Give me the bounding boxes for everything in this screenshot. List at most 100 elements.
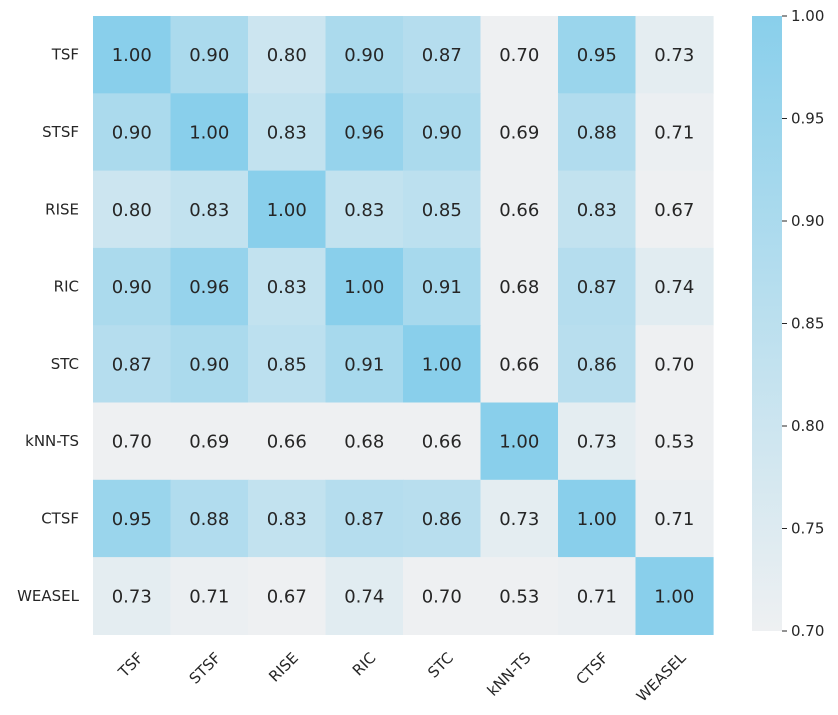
- colorbar-tick-label: 0.75: [791, 520, 824, 538]
- heatmap-cell: [325, 170, 404, 249]
- heatmap-cell: [480, 325, 559, 404]
- cell-value-label: 0.68: [344, 432, 384, 453]
- column-label: kNN-TS: [484, 649, 535, 700]
- heatmap-cell: [635, 247, 714, 326]
- colorbar-ticks: 0.70 0.75 0.80 0.85 0.90 0.95 1.00: [782, 7, 824, 640]
- heatmap-cell: [248, 402, 327, 481]
- cell-value-label: 1.00: [499, 432, 539, 453]
- cell-value-label: 0.69: [189, 432, 229, 453]
- heatmap-cell: [93, 170, 172, 249]
- heatmap-cell: [635, 402, 714, 481]
- heatmap-cell: [558, 402, 637, 481]
- cell-value-label: 0.85: [267, 354, 307, 375]
- heatmap-cell: [480, 479, 559, 558]
- cell-value-label: 0.70: [499, 45, 539, 66]
- heatmap-grid: 1.00 0.90 0.80 0.90 0.87 0.70 0.95 0.73 0.90 1.00…: [93, 16, 714, 635]
- cell-value-label: 0.73: [577, 432, 617, 453]
- heatmap-cell: [635, 170, 714, 249]
- cell-value-label: 1.00: [422, 354, 462, 375]
- cell-value-label: 0.80: [267, 45, 307, 66]
- cell-value-label: 0.66: [499, 200, 539, 221]
- heatmap-cell: [403, 402, 482, 481]
- column-label: TSF: [114, 649, 147, 682]
- row-label: kNN-TS: [25, 432, 79, 450]
- cell-value-label: 0.53: [499, 586, 539, 607]
- row-label: CTSF: [41, 509, 79, 527]
- column-label: RIC: [349, 649, 380, 680]
- heatmap-cell: [635, 16, 714, 94]
- column-label: CTSF: [572, 649, 611, 688]
- cell-value-label: 0.83: [189, 200, 229, 221]
- column-label: STC: [424, 649, 457, 682]
- cell-value-label: 0.87: [112, 354, 152, 375]
- heatmap-cell: [170, 16, 249, 94]
- colorbar-tick-label: 1.00: [791, 7, 824, 25]
- colorbar-gradient: [752, 16, 782, 631]
- heatmap-cell: [558, 479, 637, 558]
- row-label: RIC: [54, 278, 79, 296]
- cell-value-label: 0.87: [344, 509, 384, 530]
- cell-value-label: 1.00: [112, 45, 152, 66]
- cell-value-label: 0.88: [189, 509, 229, 530]
- cell-value-label: 1.00: [267, 200, 307, 221]
- cell-value-label: 0.91: [344, 354, 384, 375]
- cell-value-label: 0.74: [654, 277, 694, 298]
- heatmap-cell: [403, 557, 482, 635]
- heatmap-cell: [325, 479, 404, 558]
- heatmap-cell: [248, 247, 327, 326]
- heatmap-cell: [93, 93, 172, 172]
- cell-value-label: 0.86: [577, 354, 617, 375]
- cell-value-label: 0.71: [577, 586, 617, 607]
- heatmap-cell: [403, 170, 482, 249]
- heatmap-cell: [93, 325, 172, 404]
- heatmap-cell: [403, 16, 482, 94]
- cell-value-label: 0.96: [344, 122, 384, 143]
- row-label: WEASEL: [17, 587, 80, 605]
- cell-value-label: 0.53: [654, 432, 694, 453]
- heatmap-cell: [325, 325, 404, 404]
- cell-value-label: 0.87: [422, 45, 462, 66]
- cell-value-label: 0.83: [577, 200, 617, 221]
- heatmap-cell: [170, 170, 249, 249]
- heatmap-cell: [170, 402, 249, 481]
- cell-value-label: 0.69: [499, 122, 539, 143]
- cell-value-label: 0.96: [189, 277, 229, 298]
- cell-value-label: 0.70: [654, 354, 694, 375]
- cell-value-label: 1.00: [189, 122, 229, 143]
- heatmap-cell: [325, 402, 404, 481]
- colorbar-tick-label: 0.90: [791, 212, 824, 230]
- heatmap-cell: [325, 557, 404, 635]
- heatmap-cell: [170, 247, 249, 326]
- row-label: RISE: [45, 200, 79, 218]
- heatmap-cell: [248, 170, 327, 249]
- heatmap-cell: [325, 93, 404, 172]
- cell-value-label: 0.71: [654, 122, 694, 143]
- cell-value-label: 0.91: [422, 277, 462, 298]
- heatmap-cell: [93, 479, 172, 558]
- cell-value-label: 0.90: [189, 354, 229, 375]
- heatmap-cell: [558, 557, 637, 635]
- cell-value-label: 0.70: [112, 432, 152, 453]
- heatmap-cell: [93, 247, 172, 326]
- heatmap-cell: [170, 325, 249, 404]
- row-label: STC: [51, 355, 79, 373]
- cell-value-label: 0.88: [577, 122, 617, 143]
- heatmap-cell: [93, 16, 172, 94]
- colorbar-tick-label: 0.95: [791, 110, 824, 128]
- cell-value-label: 0.90: [344, 45, 384, 66]
- cell-value-label: 0.67: [267, 586, 307, 607]
- heatmap-cell: [403, 93, 482, 172]
- heatmap-cell: [248, 16, 327, 94]
- cell-value-label: 0.90: [422, 122, 462, 143]
- heatmap-cell: [635, 557, 714, 635]
- heatmap-cell: [480, 402, 559, 481]
- cell-value-label: 1.00: [654, 586, 694, 607]
- cell-value-label: 0.95: [112, 509, 152, 530]
- heatmap-cell: [93, 557, 172, 635]
- cell-value-label: 0.87: [577, 277, 617, 298]
- cell-value-label: 0.73: [112, 586, 152, 607]
- cell-value-label: 0.83: [344, 200, 384, 221]
- heatmap-cell: [480, 247, 559, 326]
- heatmap-cell: [635, 93, 714, 172]
